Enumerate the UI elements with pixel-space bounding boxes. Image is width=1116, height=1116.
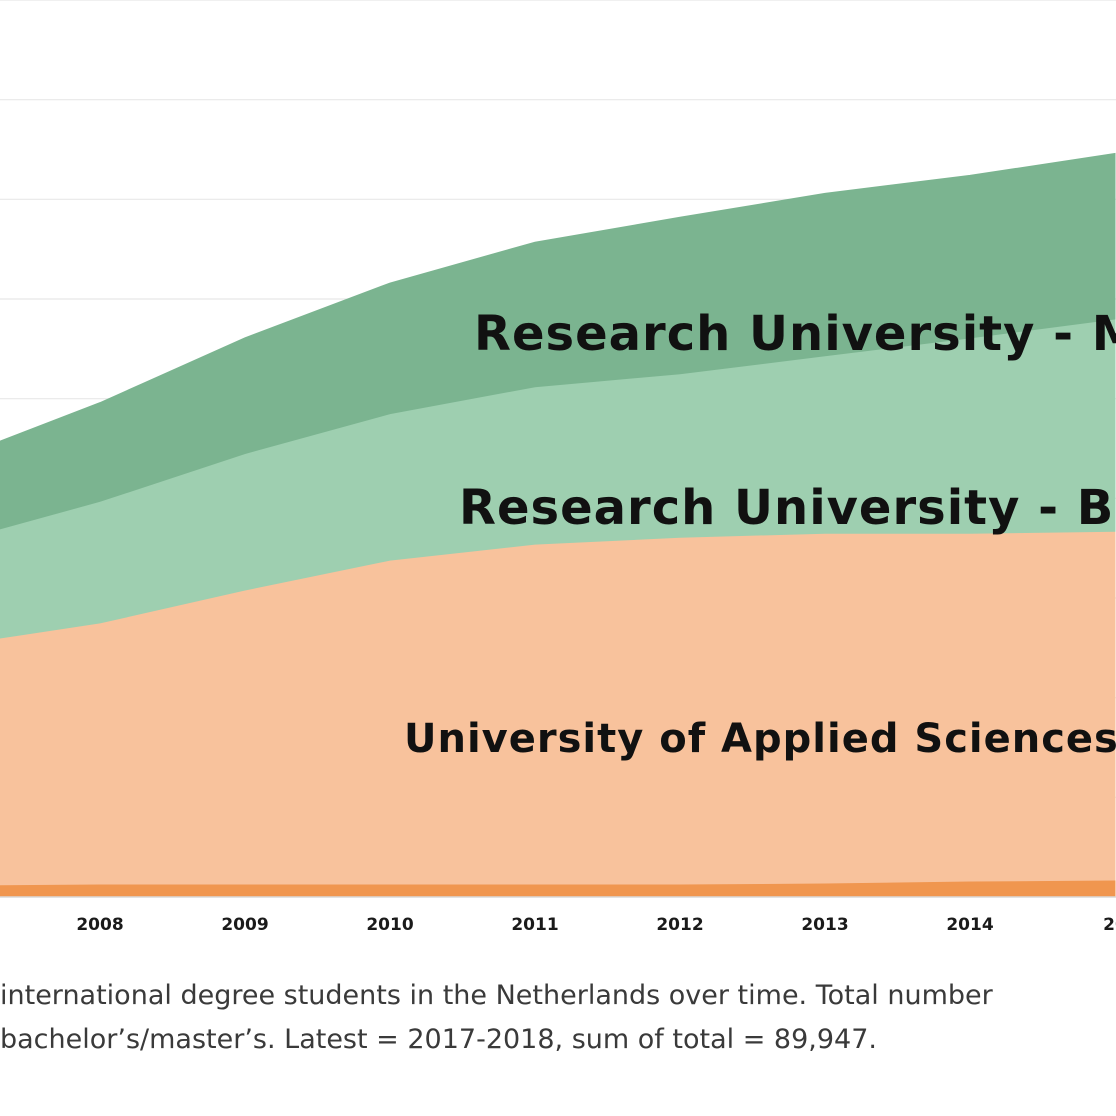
x-tick-label: 2011	[511, 915, 558, 935]
x-tick-label: 2009	[221, 915, 268, 935]
area-series	[0, 152, 1116, 898]
figure-caption: international degree students in the Net…	[0, 974, 1116, 1062]
x-tick-label: 2013	[801, 915, 848, 935]
area-label-3: Research University - Mas	[474, 306, 1116, 362]
area-label-2: Research University - Bach	[459, 480, 1116, 536]
area-series-3	[0, 152, 1116, 530]
caption-line-1: international degree students in the Net…	[0, 980, 993, 1011]
area-label-1: University of Applied Sciences - B	[404, 716, 1116, 762]
x-tick-label: 2012	[656, 915, 703, 935]
chart-svg: 2008 2009 2010 2011 2012 2013 2014 20 Universit…	[0, 0, 1116, 935]
x-tick-label: 2014	[946, 915, 993, 935]
stacked-area-chart: 2008 2009 2010 2011 2012 2013 2014 20 Universit…	[0, 0, 1116, 935]
x-tick-label: 2008	[76, 915, 123, 935]
area-labels: University of Applied Sciences - B Resear…	[404, 306, 1116, 762]
x-tick-label: 20	[1103, 915, 1116, 935]
x-axis: 2008 2009 2010 2011 2012 2013 2014 20	[0, 896, 1116, 935]
x-tick-label: 2010	[366, 915, 413, 935]
caption-line-2: bachelor’s/master’s. Latest = 2017-2018,…	[0, 1024, 877, 1055]
